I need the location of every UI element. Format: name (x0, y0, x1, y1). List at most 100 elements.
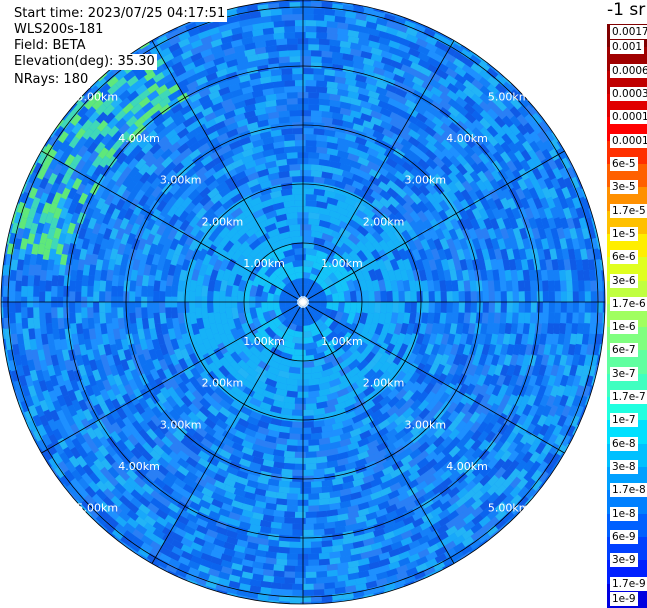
range-gate-cell (193, 258, 204, 271)
range-gate-cell (210, 38, 223, 48)
range-gate-cell (576, 178, 583, 189)
range-gate-cell (294, 312, 300, 320)
range-gate-cell (485, 208, 496, 221)
range-gate-cell (226, 258, 237, 271)
range-gate-cell (536, 452, 547, 465)
range-gate-cell (478, 152, 490, 165)
range-gate-cell (342, 597, 354, 602)
range-gate-cell (310, 371, 323, 380)
range-gate-cell (195, 576, 208, 586)
range-gate-cell (324, 405, 337, 414)
range-gate-cell (29, 369, 39, 382)
range-gate-cell (456, 487, 469, 499)
range-gate-cell (203, 160, 216, 172)
range-gate-cell (106, 389, 117, 402)
range-gate-cell (145, 436, 157, 449)
range-gate-cell (167, 97, 180, 109)
range-gate-cell (475, 412, 487, 425)
range-gate-cell (117, 383, 128, 397)
range-gate-cell (318, 306, 327, 314)
range-gate-cell (385, 90, 398, 101)
range-gate-cell (387, 104, 400, 115)
range-gate-cell (308, 298, 315, 302)
range-gate-cell (329, 39, 341, 47)
range-gate-cell (491, 384, 502, 397)
range-gate-cell (407, 362, 419, 375)
range-gate-cell (589, 269, 597, 281)
range-gate-cell (254, 438, 267, 448)
range-gate-cell (172, 403, 184, 416)
range-gate-cell (308, 378, 321, 386)
range-gate-cell (61, 172, 72, 185)
range-gate-cell (59, 207, 69, 220)
range-gate-cell (318, 381, 331, 391)
range-gate-cell (370, 402, 383, 414)
range-gate-cell (282, 333, 294, 343)
range-gate-cell (515, 374, 525, 387)
range-gate-cell (70, 379, 80, 392)
range-gate-cell (454, 73, 467, 85)
range-gate-cell (383, 258, 394, 272)
range-gate-cell (347, 146, 360, 156)
range-gate-cell (87, 217, 97, 230)
range-gate-cell (291, 188, 303, 195)
range-gate-cell (326, 454, 339, 463)
range-gate-cell (111, 528, 124, 540)
range-gate-cell (80, 418, 92, 431)
range-gate-cell (375, 514, 388, 524)
range-gate-cell (219, 332, 230, 346)
range-gate-cell (370, 103, 383, 113)
range-gate-cell (378, 352, 390, 365)
range-gate-cell (165, 285, 172, 297)
range-gate-cell (308, 44, 320, 51)
range-gate-cell (154, 242, 165, 256)
range-gate-cell (90, 80, 100, 89)
range-gate-cell (324, 521, 336, 529)
range-gate-cell (478, 207, 489, 221)
range-gate-cell (172, 317, 180, 330)
range-gate-cell (115, 76, 128, 89)
range-gate-cell (138, 137, 150, 149)
range-gate-cell (35, 253, 44, 266)
range-gate-cell (525, 168, 536, 181)
range-gate-cell (39, 280, 46, 292)
range-gate-cell (378, 411, 391, 423)
range-gate-cell (159, 546, 172, 557)
range-gate-cell (123, 439, 136, 452)
range-gate-cell (389, 118, 402, 129)
range-gate-cell (33, 285, 40, 297)
range-gate-cell (200, 48, 213, 58)
range-gate-cell (493, 280, 501, 292)
range-gate-cell (402, 169, 415, 182)
range-gate-cell (516, 269, 524, 281)
range-gate-cell (176, 175, 188, 187)
range-gate-cell (160, 140, 173, 153)
range-gate-cell (291, 303, 298, 308)
range-gate-cell (428, 363, 439, 376)
range-gate-cell (478, 383, 489, 397)
range-gate-cell (417, 534, 431, 546)
range-gate-cell (93, 291, 100, 302)
range-gate-cell (279, 290, 288, 298)
range-gate-cell (555, 187, 565, 200)
range-gate-cell (127, 434, 139, 447)
range-gate-cell (484, 430, 496, 443)
range-gate-cell (339, 431, 352, 441)
range-gate-cell (292, 469, 303, 476)
range-gate-cell (439, 312, 447, 324)
range-gate-cell (456, 146, 469, 158)
range-gate-cell (228, 15, 241, 24)
range-gate-cell (271, 317, 282, 328)
range-gate-cell (502, 76, 512, 86)
range-gate-cell (565, 167, 576, 180)
range-gate-cell (254, 220, 268, 232)
range-gate-cell (470, 302, 477, 313)
range-gate-cell (275, 207, 288, 216)
range-gate-cell (547, 237, 556, 250)
range-gate-cell (75, 432, 86, 445)
range-gate-cell (10, 333, 19, 345)
range-gate-cell (417, 391, 429, 404)
range-gate-cell (183, 68, 196, 79)
range-gate-cell (448, 98, 461, 110)
range-gate-cell (99, 312, 107, 324)
